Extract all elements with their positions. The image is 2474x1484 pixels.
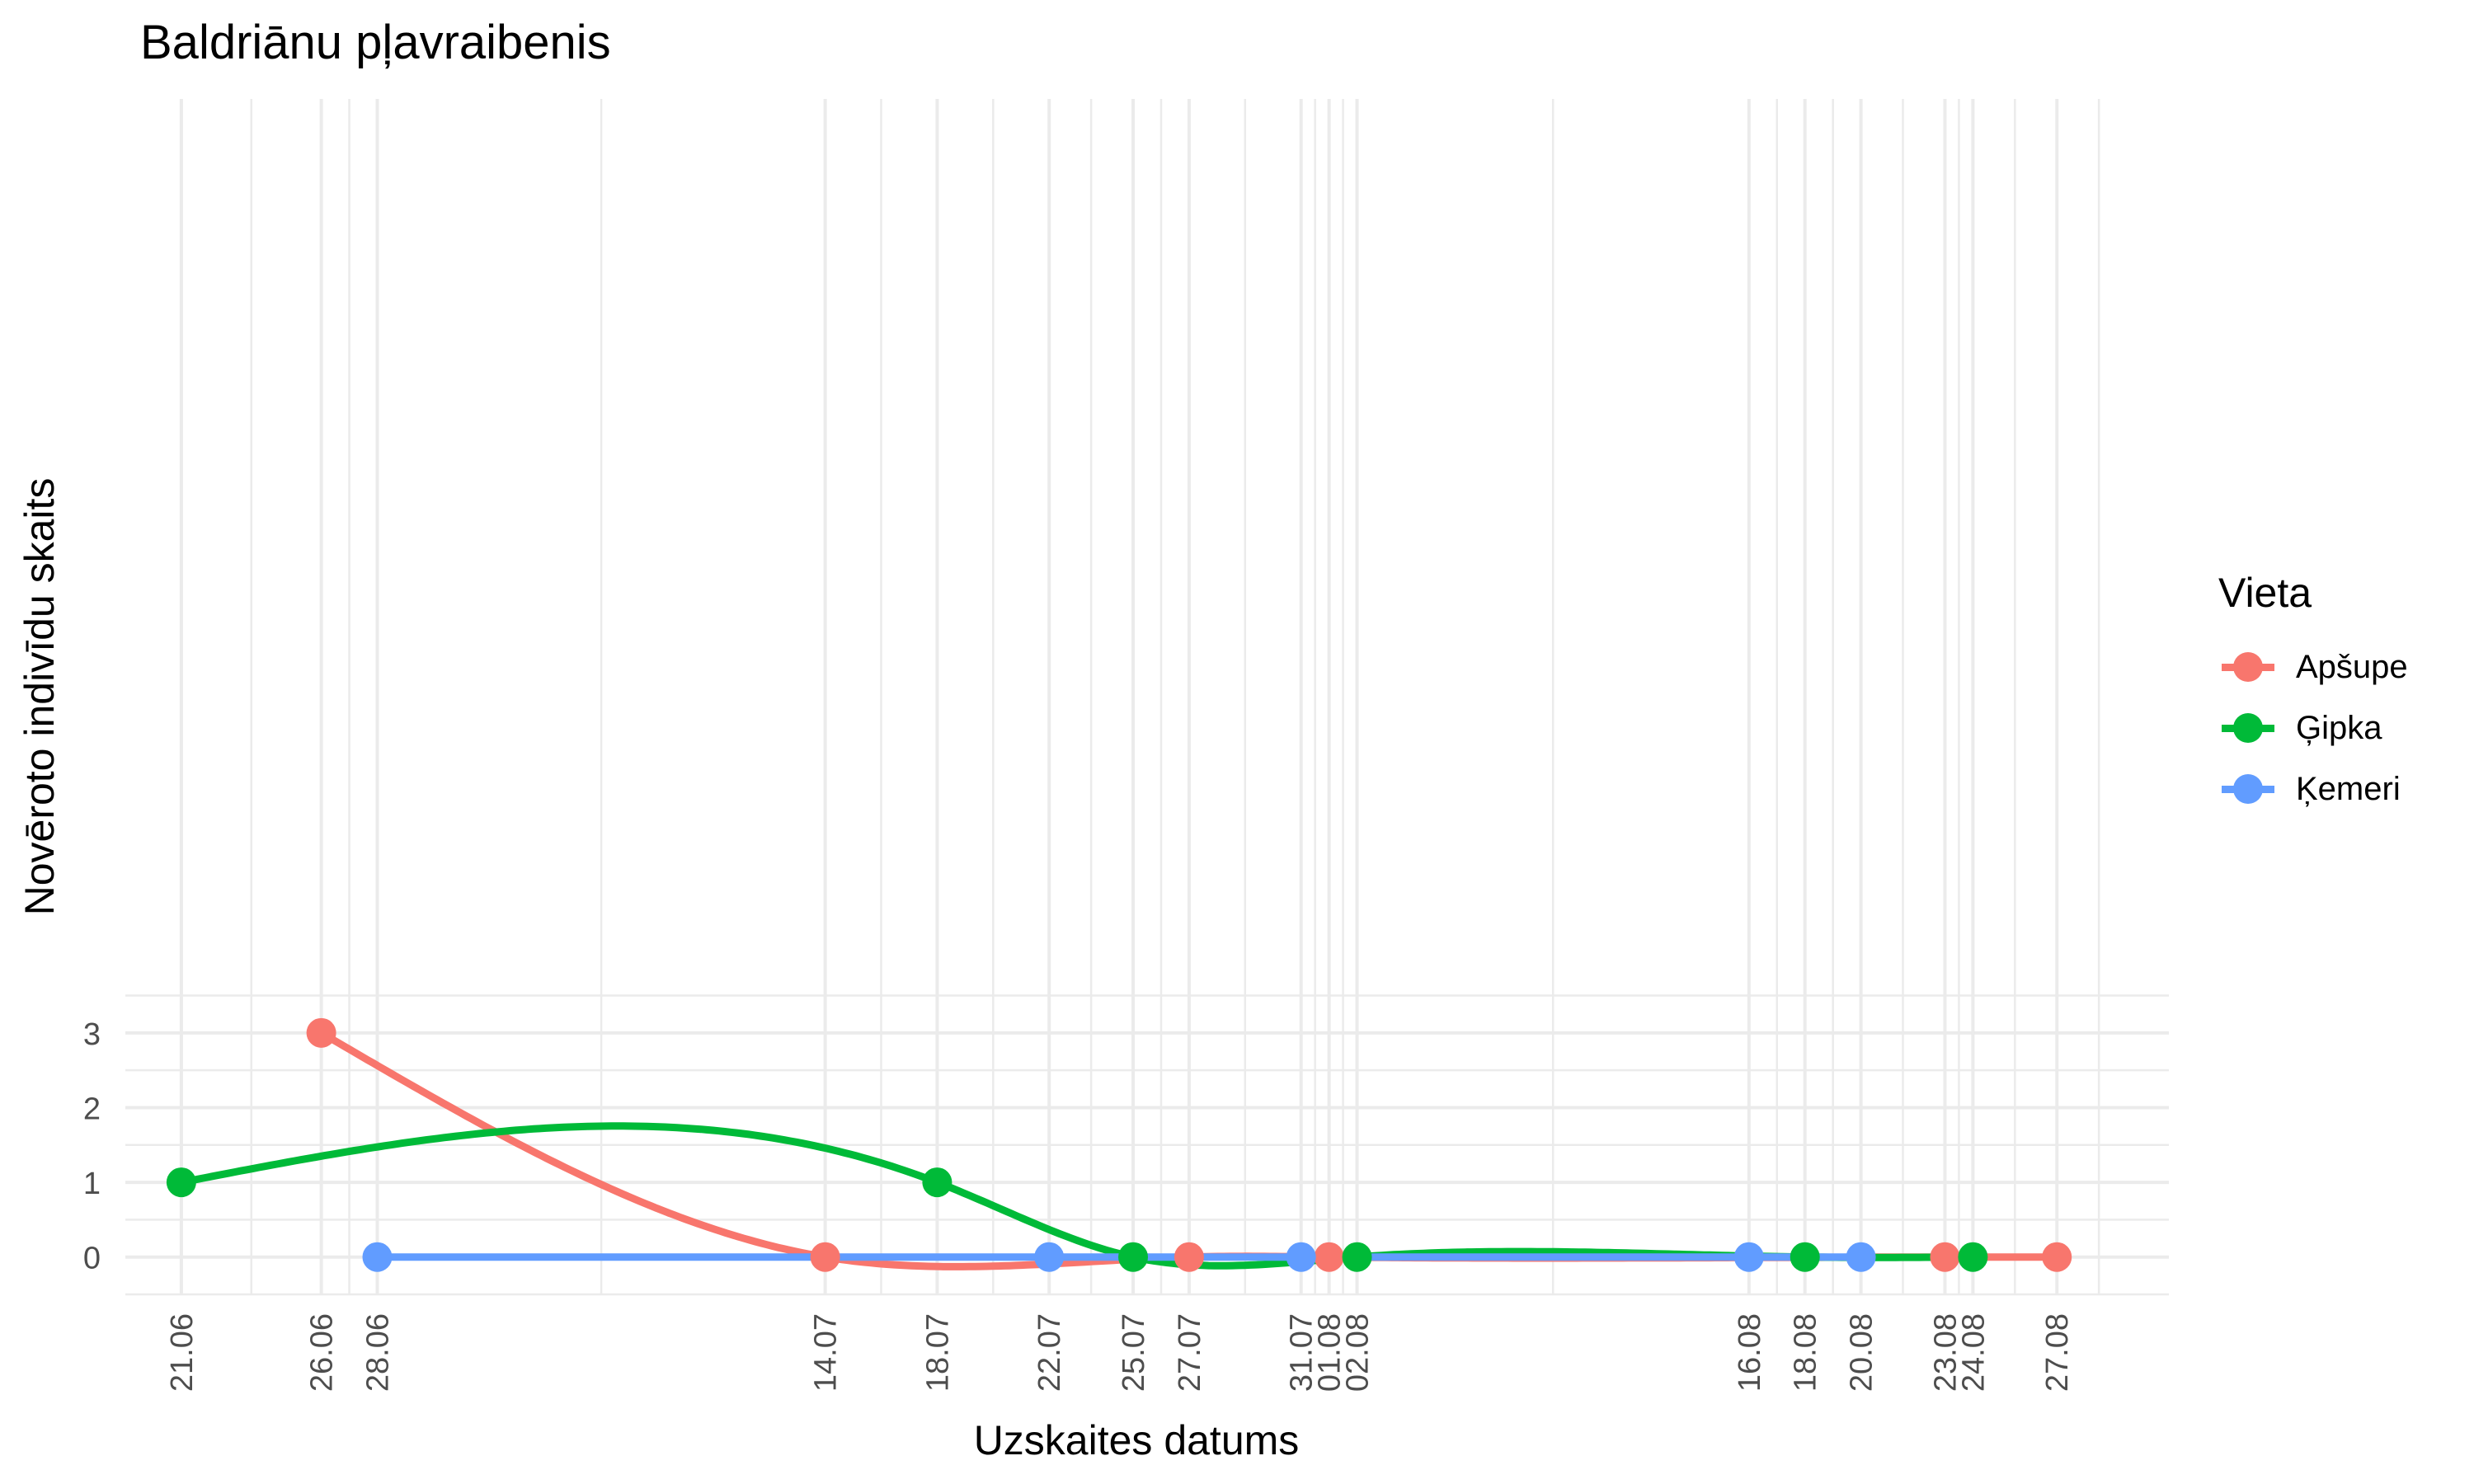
- legend-label: Ķemeri: [2296, 770, 2401, 807]
- data-point: [1790, 1242, 1820, 1272]
- legend: Vieta Apšupe Ģipka Ķemeri: [2218, 569, 2408, 819]
- legend-item-kemeri: Ķemeri: [2218, 758, 2408, 819]
- x-tick-label: 21.06: [165, 1313, 200, 1392]
- series-lines: [177, 1029, 2061, 1270]
- data-point: [2042, 1242, 2072, 1272]
- x-tick-label: 14.07: [809, 1313, 844, 1392]
- data-point: [166, 1167, 196, 1198]
- data-point: [1733, 1242, 1764, 1272]
- data-point: [1958, 1242, 1988, 1272]
- x-tick-label: 18.07: [920, 1313, 955, 1392]
- data-point: [1846, 1242, 1876, 1272]
- x-tick-label: 31.07: [1285, 1313, 1319, 1392]
- x-tick-label: 02.08: [1341, 1313, 1376, 1392]
- major-gridlines: [125, 99, 2169, 1294]
- legend-label: Ģipka: [2296, 709, 2382, 746]
- data-point: [1342, 1242, 1372, 1272]
- data-point: [1034, 1242, 1065, 1272]
- y-tick-label: 3: [83, 1017, 101, 1052]
- data-point: [362, 1242, 393, 1272]
- x-tick-label: 16.08: [1733, 1313, 1767, 1392]
- legend-item-gipka: Ģipka: [2218, 697, 2408, 758]
- y-tick-label: 1: [83, 1167, 101, 1201]
- data-point: [1314, 1242, 1344, 1272]
- y-tick-label: 2: [83, 1092, 101, 1126]
- legend-key-gipka: [2218, 711, 2278, 744]
- x-tick-label: 18.08: [1789, 1313, 1823, 1392]
- x-tick-label: 26.06: [305, 1313, 340, 1392]
- y-tick-label: 0: [83, 1242, 101, 1276]
- data-point: [306, 1017, 336, 1048]
- minor-gridlines: [125, 99, 2169, 1296]
- x-tick-labels: 21.06 26.06 28.06 14.07 18.07 22.07 25.07 27.07…: [165, 1313, 2075, 1392]
- legend-label: Apšupe: [2296, 648, 2408, 685]
- data-point: [1930, 1242, 1960, 1272]
- x-tick-label: 20.08: [1845, 1313, 1879, 1392]
- x-tick-label: 01.08: [1313, 1313, 1348, 1392]
- x-axis-label: Uzskaites datums: [973, 1417, 1300, 1463]
- x-tick-label: 27.08: [2040, 1313, 2075, 1392]
- data-point: [810, 1242, 840, 1272]
- legend-item-apsupe: Apšupe: [2218, 636, 2408, 697]
- data-point: [1174, 1242, 1204, 1272]
- x-tick-label: 27.07: [1173, 1313, 1207, 1392]
- series-points: [166, 1017, 2072, 1272]
- y-tick-labels: 0 1 2 3: [83, 1017, 101, 1276]
- x-tick-label: 25.07: [1117, 1313, 1151, 1392]
- legend-key-apsupe: [2218, 650, 2278, 683]
- x-tick-label: 23.08: [1928, 1313, 1963, 1392]
- legend-key-kemeri: [2218, 773, 2278, 805]
- data-point: [922, 1167, 952, 1198]
- x-tick-label: 28.06: [361, 1313, 396, 1392]
- data-point: [1118, 1242, 1149, 1272]
- chart-title: Baldriānu pļavraibenis: [140, 16, 611, 69]
- legend-title: Vieta: [2218, 570, 2312, 616]
- x-tick-label: 22.07: [1032, 1313, 1067, 1392]
- x-tick-label: 24.08: [1956, 1313, 1991, 1392]
- data-point: [1286, 1242, 1316, 1272]
- series-line-1: [177, 1122, 1977, 1270]
